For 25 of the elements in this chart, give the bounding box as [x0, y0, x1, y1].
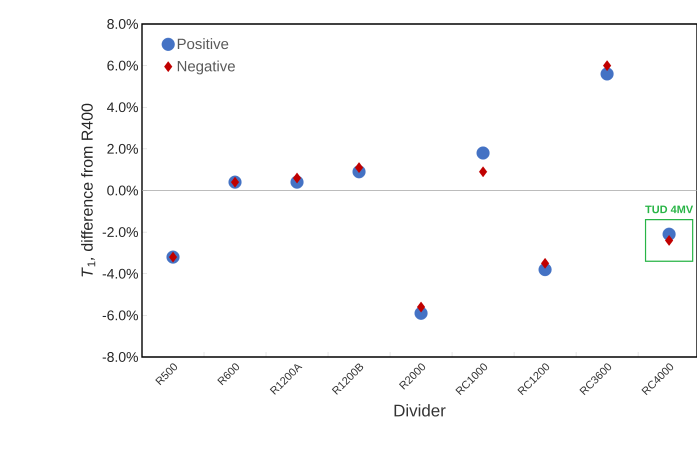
point	[603, 60, 612, 71]
y-tick-label: 4.0%	[107, 102, 138, 112]
point	[416, 302, 426, 312]
x-axis-title: Divider	[394, 404, 446, 417]
y-tick-label: -8.0%	[102, 352, 138, 362]
y-tick-label: -4.0%	[102, 268, 138, 279]
point	[540, 258, 550, 269]
y-axis-title: T$_{1}$, difference from R400	[81, 104, 96, 276]
point	[600, 67, 614, 81]
point	[665, 235, 674, 246]
point	[168, 252, 178, 262]
point	[230, 176, 240, 188]
y-tick-label: 2.0%	[107, 144, 138, 154]
legend-label: Negative	[178, 60, 235, 74]
point	[476, 146, 490, 160]
point	[292, 172, 302, 184]
y-tick-label: -2.0%	[102, 227, 138, 238]
y-tick-label: -6.0%	[102, 310, 138, 320]
y-tick-label: 8.0%	[107, 19, 138, 29]
point	[478, 166, 488, 178]
annotation: TUD 4MV	[645, 206, 694, 214]
y-tick-label: 6.0%	[107, 60, 138, 71]
legend-label: Positive	[178, 38, 228, 50]
point	[354, 162, 364, 173]
y-tick-label: 0.0%	[107, 186, 138, 196]
